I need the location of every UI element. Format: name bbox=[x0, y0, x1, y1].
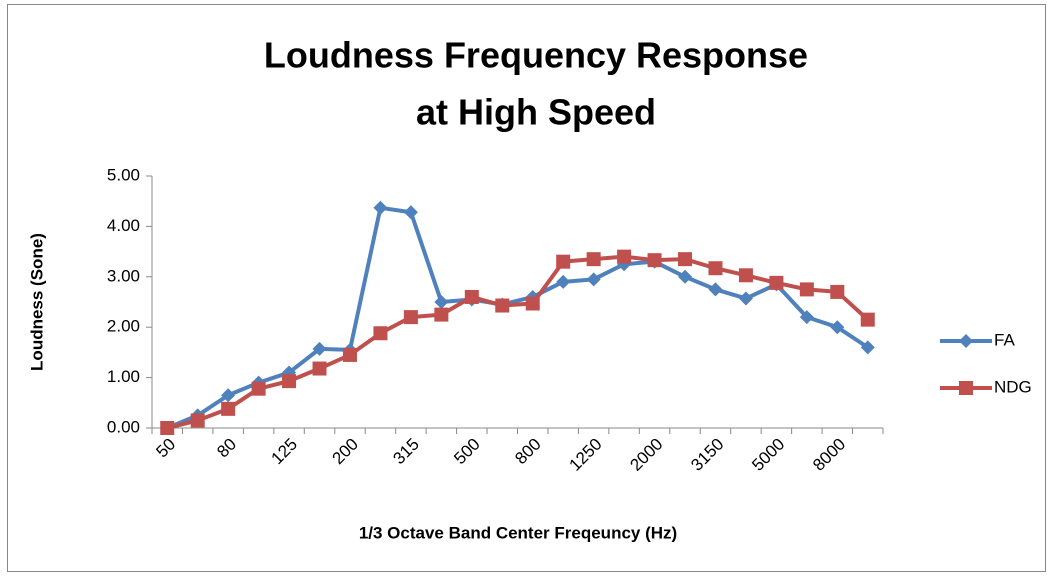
data-point bbox=[342, 347, 357, 362]
y-tick-label: 5.00 bbox=[107, 165, 140, 184]
data-point bbox=[799, 282, 814, 297]
data-point bbox=[586, 272, 601, 287]
data-point bbox=[738, 268, 753, 283]
data-point bbox=[464, 289, 479, 304]
data-point bbox=[830, 284, 845, 299]
data-point bbox=[373, 326, 388, 341]
data-point bbox=[678, 269, 693, 284]
data-point bbox=[860, 340, 875, 355]
data-point bbox=[373, 200, 388, 215]
data-point bbox=[221, 388, 236, 403]
data-point bbox=[708, 261, 723, 276]
data-point bbox=[312, 341, 327, 356]
data-point bbox=[799, 310, 814, 325]
data-point bbox=[190, 413, 205, 428]
legend-label: FA bbox=[994, 330, 1015, 349]
x-axis-title: 1/3 Octave Band Center Freqeuncy (Hz) bbox=[359, 523, 677, 542]
y-tick-label: 4.00 bbox=[107, 216, 140, 235]
data-point bbox=[282, 374, 297, 389]
data-point bbox=[556, 254, 571, 269]
data-point bbox=[434, 295, 449, 309]
data-point bbox=[403, 205, 418, 220]
data-point bbox=[678, 252, 693, 267]
data-point bbox=[830, 320, 845, 335]
data-point bbox=[251, 381, 266, 396]
data-point bbox=[556, 274, 571, 289]
y-tick-label: 1.00 bbox=[107, 367, 140, 386]
legend-marker bbox=[959, 334, 973, 348]
y-tick-label: 0.00 bbox=[107, 417, 140, 436]
data-point bbox=[221, 401, 236, 416]
legend-label: NDG bbox=[994, 377, 1032, 396]
data-point bbox=[617, 249, 632, 264]
y-tick-label: 3.00 bbox=[107, 266, 140, 285]
chart-title: Loudness Frequency Response bbox=[264, 35, 808, 76]
data-point bbox=[312, 361, 327, 376]
data-point bbox=[525, 296, 540, 311]
data-point bbox=[434, 307, 449, 322]
data-point bbox=[647, 253, 662, 268]
data-point bbox=[495, 298, 510, 313]
data-point bbox=[738, 291, 753, 306]
y-tick-label: 2.00 bbox=[107, 317, 140, 336]
y-axis-title: Loudness (Sone) bbox=[27, 233, 46, 371]
chart-title: at High Speed bbox=[416, 92, 656, 133]
chart-border bbox=[7, 4, 1046, 572]
data-point bbox=[708, 282, 723, 297]
data-point bbox=[403, 310, 418, 325]
data-point bbox=[769, 275, 784, 290]
data-point bbox=[586, 252, 601, 267]
data-point bbox=[860, 312, 875, 327]
legend-marker bbox=[959, 381, 973, 395]
data-point bbox=[160, 421, 175, 435]
